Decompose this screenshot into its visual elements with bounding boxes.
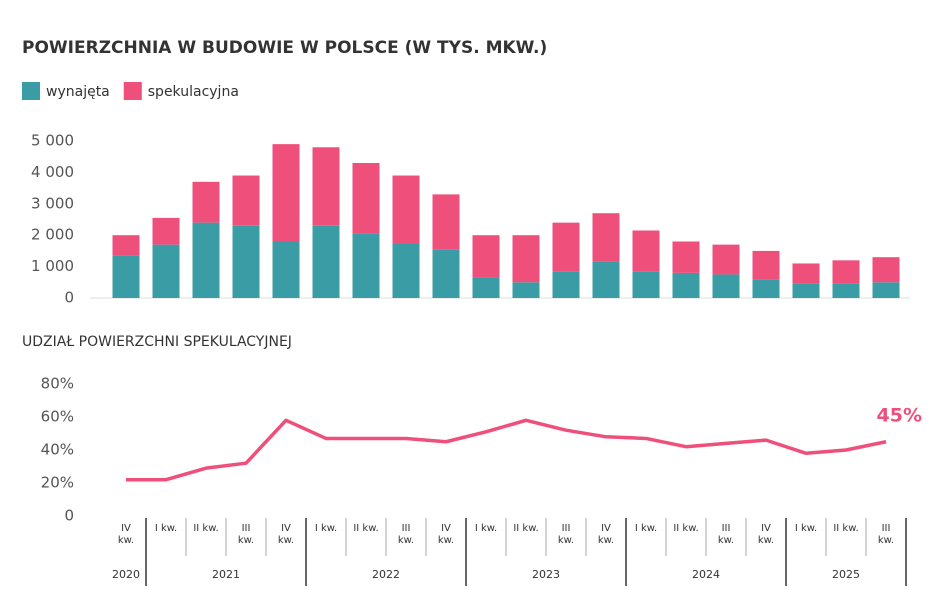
legend-label: spekulacyjna (148, 84, 239, 100)
bar-segment (832, 260, 860, 284)
bar-segment (872, 282, 900, 298)
y-tick-label: 20% (41, 474, 74, 492)
y-tick-label: 40% (41, 441, 74, 459)
y-tick-label: 80% (41, 375, 74, 393)
legend-label: wynajęta (46, 84, 110, 100)
y-tick-label: 0 (64, 289, 74, 307)
subtitle: UDZIAŁ POWIERZCHNI SPEKULACYJNEJ (22, 334, 292, 350)
y-tick-label: 5 000 (31, 132, 74, 150)
y-tick-label: 0 (64, 507, 74, 525)
x-tick-label: I kw. (634, 523, 658, 534)
bar-segment (432, 194, 460, 250)
x-tick-label: III kw. (237, 523, 255, 546)
bar-segment (192, 181, 220, 223)
year-label: 2024 (692, 568, 720, 581)
x-tick-label: II kw. (673, 523, 699, 534)
bar-segment (672, 241, 700, 273)
bar-segment (112, 255, 140, 298)
bar-segment (432, 249, 460, 298)
x-tick-label: II kw. (513, 523, 539, 534)
x-tick-label: IV kw. (757, 523, 775, 546)
bar-segment (712, 274, 740, 298)
year-label: 2025 (832, 568, 860, 581)
data-label: 45% (877, 404, 922, 426)
x-tick-label: I kw. (154, 523, 178, 534)
x-tick-label: III kw. (877, 523, 895, 546)
bar-segment (792, 283, 820, 298)
x-tick-label: III kw. (717, 523, 735, 546)
bar-segment (792, 263, 820, 284)
x-tick-label: I kw. (474, 523, 498, 534)
bar-segment (152, 217, 180, 245)
bar-segment (112, 235, 140, 256)
bar-segment (352, 233, 380, 298)
bar-segment (272, 144, 300, 242)
bar-segment (392, 243, 420, 298)
x-tick-label: III kw. (557, 523, 575, 546)
bar-segment (512, 282, 540, 298)
legend-swatch (22, 82, 40, 100)
bar-segment (712, 244, 740, 275)
y-tick-label: 3 000 (31, 194, 74, 212)
x-tick-label: IV kw. (117, 523, 135, 546)
bar-segment (592, 261, 620, 298)
x-tick-label: II kw. (193, 523, 219, 534)
bar-segment (752, 250, 780, 280)
chart-title: POWIERZCHNIA W BUDOWIE W POLSCE (W TYS. … (22, 38, 547, 58)
y-tick-label: 2 000 (31, 226, 74, 244)
x-tick-label: IV kw. (277, 523, 295, 546)
bar-segment (232, 225, 260, 298)
bar-segment (632, 230, 660, 272)
year-label: 2020 (112, 568, 140, 581)
bar-segment (392, 175, 420, 244)
bar-segment (512, 235, 540, 283)
year-label: 2023 (532, 568, 560, 581)
bar-segment (232, 175, 260, 226)
x-tick-label: I kw. (794, 523, 818, 534)
bar-segment (472, 235, 500, 278)
y-tick-label: 1 000 (31, 257, 74, 275)
bar-segment (752, 279, 780, 298)
x-tick-label: IV kw. (437, 523, 455, 546)
y-tick-label: 4 000 (31, 163, 74, 181)
y-tick-label: 60% (41, 408, 74, 426)
bar-segment (152, 244, 180, 298)
x-tick-label: II kw. (353, 523, 379, 534)
x-tick-label: IV kw. (597, 523, 615, 546)
line (126, 418, 887, 482)
year-label: 2021 (212, 568, 240, 581)
bar-segment (552, 271, 580, 298)
bar-segment (472, 277, 500, 298)
bar-segment (832, 283, 860, 298)
x-tick-label: II kw. (833, 523, 859, 534)
bar-segment (552, 222, 580, 272)
bar-segment (192, 222, 220, 298)
year-label: 2022 (372, 568, 400, 581)
bar-segment (312, 225, 340, 298)
x-tick-label: I kw. (314, 523, 338, 534)
legend-swatch (123, 82, 142, 100)
x-tick-label: III kw. (397, 523, 415, 546)
bar-segment (312, 147, 340, 226)
bar-segment (672, 272, 700, 298)
bar-segment (632, 271, 660, 298)
bar-segment (872, 257, 900, 283)
bar-segment (352, 162, 380, 234)
bar-segment (592, 213, 620, 262)
bar-segment (272, 241, 300, 298)
